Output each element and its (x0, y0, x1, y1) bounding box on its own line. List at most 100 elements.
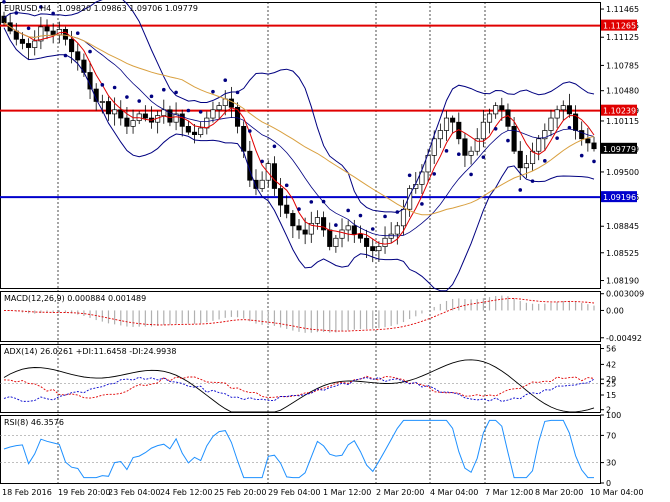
bollinger-lower-line (3, 27, 595, 292)
panel-frame-main (0, 2, 601, 289)
bear-candle (124, 117, 130, 127)
sar-dot (383, 214, 387, 219)
sar-dot (112, 85, 117, 90)
bear-candle (296, 225, 302, 231)
bull-candle (376, 246, 382, 252)
macd-signal-line (3, 298, 595, 332)
sar-dot (235, 90, 240, 95)
x-axis-label: 24 Feb 12:00 (160, 488, 212, 497)
bull-candle (210, 109, 216, 119)
sar-dot (346, 208, 350, 213)
bear-candle (142, 113, 148, 119)
bull-candle (536, 138, 542, 152)
sar-dot (493, 126, 498, 131)
price-tick-label: 1.08845 (606, 222, 639, 231)
level-price-tag (601, 19, 637, 31)
sar-dot (518, 188, 523, 192)
price-tick-label: 1.10785 (606, 61, 639, 70)
current-price-tag (601, 142, 637, 154)
bear-candle (185, 125, 191, 133)
x-axis-label: 19 Feb 20:00 (58, 488, 110, 497)
rsi-label: RSI(8) 46.3576 (4, 418, 64, 427)
level-price-tag (601, 191, 637, 203)
adx-tick-label: 2 (606, 406, 611, 415)
adx-line (3, 359, 595, 413)
bull-candle (493, 105, 499, 115)
bear-candle (105, 101, 112, 115)
bull-candle (425, 155, 431, 173)
bull-candle (437, 130, 443, 140)
price-tick-label: 1.10480 (606, 87, 639, 96)
bull-candle (314, 217, 320, 224)
x-axis-label: 1 Mar 12:00 (323, 488, 371, 497)
panel-frame-rsi (0, 415, 601, 484)
level-price-tag-label: 1.10239 (603, 107, 636, 116)
bull-candle (112, 109, 118, 115)
bear-candle (228, 98, 234, 108)
bear-candle (69, 38, 75, 53)
bull-candle (198, 127, 204, 135)
sar-dot (395, 210, 400, 214)
level-price-tag-label: 1.09196 (603, 193, 636, 202)
x-axis-label: 2 Mar 20:00 (376, 488, 424, 497)
x-axis-label: 23 Feb 04:00 (108, 488, 160, 497)
bull-candle (400, 208, 407, 227)
sar-dot (543, 159, 547, 163)
sar-dot (469, 172, 473, 177)
sar-dot (14, 11, 19, 15)
bear-candle (505, 109, 511, 127)
x-axis-label: 18 Feb 2016 (2, 488, 52, 497)
price-tick-label: 1.09500 (606, 168, 639, 177)
bull-candle (32, 40, 38, 48)
bear-candle (62, 29, 69, 40)
bear-candle (44, 26, 50, 32)
bull-candle (339, 229, 345, 239)
sar-dot (161, 87, 166, 92)
main-price-panel (0, 0, 600, 292)
sar-dot (26, 26, 31, 31)
macd-panel (3, 295, 595, 333)
x-axis-label: 4 Mar 04:00 (430, 488, 478, 497)
panel-frame-adx (0, 344, 601, 413)
bull-candle (548, 117, 554, 131)
sar-dot (75, 31, 80, 36)
bull-candle (407, 188, 413, 210)
bear-candle (364, 237, 370, 247)
macd-tick-label: -0.00492 (606, 334, 642, 343)
bear-candle (591, 142, 597, 150)
bull-candle (394, 225, 400, 235)
bear-candle (118, 109, 124, 119)
price-tick-label: 1.10115 (606, 117, 639, 126)
parabolic-sar (2, 0, 596, 231)
bull-candle (216, 105, 222, 111)
adx-tick-label: 15 (606, 391, 616, 400)
sar-dot (530, 179, 535, 183)
sar-dot (211, 89, 215, 94)
sar-dot (186, 108, 191, 113)
sar-dot (407, 173, 412, 178)
sar-dot (88, 49, 92, 54)
symbol-label: EURUSD,H4 (4, 4, 51, 13)
bull-candle (173, 113, 179, 123)
sar-dot (358, 213, 363, 218)
bear-candle (191, 131, 198, 135)
level-price-tag (601, 104, 637, 116)
bull-candle (388, 233, 394, 239)
bear-candle (179, 113, 185, 127)
sar-dot (2, 0, 6, 4)
bull-candle (333, 237, 339, 247)
grid (57, 2, 486, 483)
sar-dot (284, 183, 289, 188)
bear-candle (302, 229, 308, 235)
bull-candle (560, 105, 566, 111)
bear-candle (579, 130, 585, 140)
macd-tick-label: 0.00 (606, 306, 624, 315)
bull-candle (486, 113, 493, 123)
bull-candle (468, 150, 474, 156)
bear-candle (357, 233, 364, 239)
bear-candle (278, 188, 284, 206)
bear-candle (26, 43, 32, 48)
bear-candle (75, 51, 81, 61)
